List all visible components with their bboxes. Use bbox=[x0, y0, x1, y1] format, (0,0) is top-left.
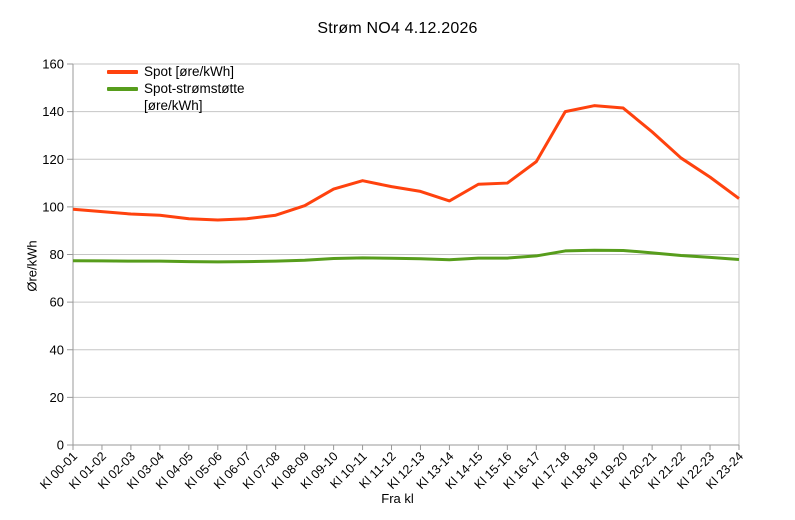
y-tick-label: 20 bbox=[50, 390, 64, 405]
spot-series-line bbox=[72, 104, 740, 222]
x-axis-title: Fra kl bbox=[381, 491, 414, 506]
y-tick-label: 140 bbox=[42, 104, 64, 119]
legend-label-stromstotte: Spot-strømstøtte bbox=[144, 81, 245, 96]
stromstotte-legend-swatch-line bbox=[107, 86, 138, 91]
y-tick-label: 120 bbox=[42, 152, 64, 167]
y-axis-title: Øre/kWh bbox=[24, 240, 40, 292]
chart-title: Strøm NO4 4.12.2026 bbox=[317, 20, 478, 37]
legend-item-spot: Spot [øre/kWh] bbox=[107, 63, 245, 80]
y-tick-label: 100 bbox=[42, 199, 64, 214]
stromstotte-series-line bbox=[72, 248, 740, 264]
y-tick-label: 40 bbox=[50, 342, 64, 357]
legend-label-stromstotte-unit: [øre/kWh] bbox=[144, 98, 203, 113]
chart-legend: Spot [øre/kWh] Spot-strømstøtte [øre/kWh… bbox=[107, 63, 245, 114]
legend-item-stromstotte-wrap: [øre/kWh] bbox=[107, 97, 245, 114]
y-tick-label: 80 bbox=[50, 247, 64, 262]
y-tick-label: 60 bbox=[50, 295, 64, 310]
legend-label-spot: Spot [øre/kWh] bbox=[144, 64, 235, 79]
y-tick-label: 160 bbox=[42, 57, 64, 72]
legend-item-stromstotte: Spot-strømstøtte bbox=[107, 80, 245, 97]
y-tick-label: 0 bbox=[57, 438, 64, 453]
spot-legend-swatch-line bbox=[107, 69, 138, 74]
